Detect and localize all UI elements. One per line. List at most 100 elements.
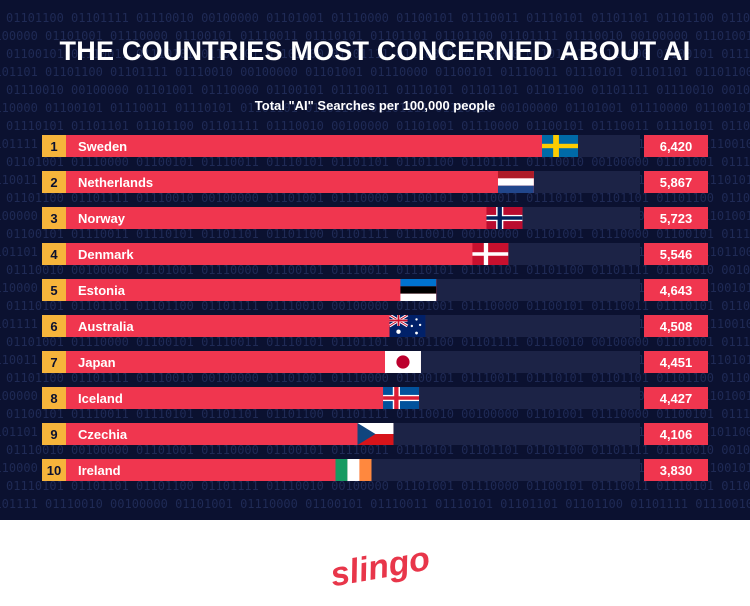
netherlands-flag [497,171,534,193]
value-label: 4,427 [660,391,693,406]
bar [66,315,426,337]
footer [0,520,750,606]
binary-text-line: 01100101 01110011 01110101 01101101 0110… [6,47,750,61]
rank-label: 3 [50,211,57,226]
binary-text-line: 01101111 01110010 00100000 01101001 0111… [0,497,750,511]
value-box [644,423,708,445]
norway-flag [486,207,523,229]
rank-label: 9 [50,427,57,442]
rank-label: 8 [50,391,57,406]
bar [66,279,437,301]
binary-text-line: 01100101 01110011 01110101 01101101 0110… [6,407,750,421]
ireland-flag [335,459,372,481]
bar [66,135,578,157]
value-box [644,279,708,301]
binary-text-line: 01101101 01101100 01101111 01110010 0010… [0,65,750,79]
value-label: 4,106 [660,427,693,442]
bar-row: 10 Ireland 3,830 [42,459,708,481]
binary-text-line: 00100000 01101001 01110000 01100101 0111… [0,29,750,43]
bar-row: 3 Norway 5,723 [42,207,708,229]
australia-flag [389,315,426,337]
binary-text-line: 01110000 01100101 01110011 01110101 0110… [0,101,750,115]
binary-text-line: 01101100 01101111 01110010 00100000 0110… [6,371,750,385]
denmark-flag [472,243,509,265]
bar [66,351,421,373]
rank-label: 7 [50,355,57,370]
bar-row: 9 Czechia 4,106 [42,423,708,445]
bar-row: 4 Denmark 5,546 [42,243,708,265]
rank-box [42,459,66,481]
country-label: Ireland [78,463,121,478]
binary-text-line: 01101001 01110000 01100101 01110011 0111… [6,155,750,169]
chart-subtitle: Total "AI" Searches per 100,000 people [254,98,496,113]
rank-box [42,279,66,301]
rank-label: 2 [50,175,57,190]
binary-text-line: 01110101 01101101 01101100 01101111 0111… [6,479,750,493]
rank-box [42,243,66,265]
bar-row: 6 Australia 4,508 [42,315,708,337]
czechia-flag [357,423,394,445]
value-box [644,207,708,229]
rank-box [42,351,66,373]
country-label: Czechia [78,427,128,442]
rank-label: 1 [50,139,57,154]
value-label: 6,420 [660,139,693,154]
value-box [644,459,708,481]
bar-row: 7 Japan 4,451 [42,351,708,373]
binary-text-line: 01110101 01101101 01101100 01101111 0111… [6,119,750,133]
binary-text-line: 01100101 01110011 01110101 01101101 0110… [6,227,750,241]
bar-row: 8 Iceland 4,427 [42,387,708,409]
country-label: Netherlands [78,175,153,190]
bar [66,423,394,445]
sweden-flag [542,135,578,157]
rank-box [42,207,66,229]
value-label: 5,867 [660,175,693,190]
rank-label: 10 [47,463,61,478]
bar-row: 5 Estonia 4,643 [42,279,708,301]
rank-box [42,315,66,337]
rank-label: 4 [50,247,58,262]
binary-text-line: 01101100 01101111 01110010 00100000 0110… [6,191,750,205]
binary-text-line: 01101100 01101111 01110010 00100000 0110… [6,11,750,25]
country-label: Iceland [78,391,123,406]
chart-panel: 01101100 01101111 01110010 00100000 0110… [0,0,750,520]
rank-label: 6 [50,319,57,334]
bar [66,459,372,481]
value-box [644,351,708,373]
bar-row: 2 Netherlands 5,867 [42,171,708,193]
value-box [644,135,708,157]
bar [66,171,534,193]
binary-text-line: 01110101 01101101 01101100 01101111 0111… [6,299,750,313]
rank-box [42,423,66,445]
rank-box [42,387,66,409]
rank-box [42,171,66,193]
rank-label: 5 [50,283,57,298]
chart-title: THE COUNTRIES MOST CONCERNED ABOUT AI [59,36,691,66]
value-box [644,171,708,193]
rank-box [42,135,66,157]
value-label: 3,830 [660,463,693,478]
value-label: 5,723 [660,211,693,226]
value-box [644,387,708,409]
brand-logo: slingo [328,540,433,595]
country-label: Sweden [78,139,127,154]
binary-text-line: 01110010 00100000 01101001 01110000 0110… [6,263,750,277]
bar [66,387,420,409]
value-label: 5,546 [660,247,693,262]
country-label: Denmark [78,247,134,262]
bar [66,207,523,229]
bar-row: 1 Sweden 6,420 [42,135,708,157]
estonia-flag [400,279,437,301]
value-label: 4,643 [660,283,693,298]
bar-chart: 1 Sweden 6,420 2 Netherlands 5,867 3 Norway 5,72… [42,135,708,481]
japan-flag [384,351,421,373]
binary-text-line: 01110010 00100000 01101001 01110000 0110… [6,443,750,457]
country-label: Japan [78,355,116,370]
value-box [644,315,708,337]
value-box [644,243,708,265]
logo-wordmark: slingo [328,540,433,595]
iceland-flag [383,387,420,409]
binary-text-line: 01101001 01110000 01100101 01110011 0111… [6,335,750,349]
country-label: Norway [78,211,126,226]
value-label: 4,508 [660,319,693,334]
